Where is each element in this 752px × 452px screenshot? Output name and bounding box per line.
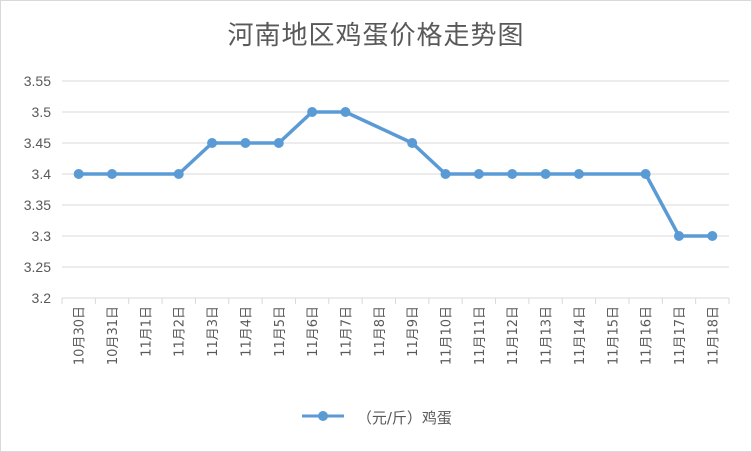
y-tick-label: 3.25 <box>24 259 51 275</box>
x-tick-label: 11月16日 <box>640 306 655 365</box>
x-tick-label: 10月31日 <box>106 306 121 365</box>
y-tick-label: 3.45 <box>24 135 51 151</box>
x-tick-label: 11月1日 <box>139 306 154 357</box>
data-point <box>407 138 418 148</box>
x-tick-label: 11月11日 <box>473 306 488 365</box>
data-point <box>507 169 518 179</box>
x-tick-label: 11月10日 <box>440 306 455 365</box>
y-tick-label: 3.55 <box>24 73 51 89</box>
y-tick-label: 3.3 <box>32 228 52 244</box>
x-tick-label: 11月2日 <box>173 306 188 357</box>
data-point <box>307 107 318 117</box>
data-point <box>573 169 584 179</box>
x-tick-label: 11月9日 <box>406 306 421 357</box>
data-point <box>707 231 718 241</box>
x-tick-label: 11月4日 <box>239 306 254 357</box>
data-point <box>540 169 551 179</box>
data-point <box>207 138 218 148</box>
x-tick-label: 11月17日 <box>673 306 688 365</box>
y-tick-label: 3.35 <box>24 197 51 213</box>
x-tick-label: 11月8日 <box>373 306 388 357</box>
data-point <box>240 138 251 148</box>
x-tick-label: 11月3日 <box>206 306 221 357</box>
data-point <box>173 169 184 179</box>
x-tick-label: 11月15日 <box>606 306 621 365</box>
legend-line-marker-icon <box>300 409 346 427</box>
legend: （元/斤）鸡蛋 <box>1 407 751 428</box>
x-tick-label: 11月6日 <box>306 306 321 357</box>
x-tick-label: 11月14日 <box>573 306 588 365</box>
legend-label: （元/斤）鸡蛋 <box>356 409 452 427</box>
data-point <box>73 169 84 179</box>
x-tick-label: 11月18日 <box>706 306 721 365</box>
y-tick-label: 3.5 <box>32 104 52 120</box>
x-tick-label: 10月30日 <box>73 306 88 365</box>
x-tick-label: 11月7日 <box>339 306 354 357</box>
x-tick-label: 11月5日 <box>273 306 288 357</box>
data-point <box>440 169 451 179</box>
chart-title: 河南地区鸡蛋价格走势图 <box>227 21 525 51</box>
data-point <box>273 138 284 148</box>
y-tick-label: 3.2 <box>32 290 52 306</box>
data-point <box>340 107 351 117</box>
x-tick-label: 11月13日 <box>540 306 555 365</box>
data-point <box>107 169 118 179</box>
y-tick-label: 3.4 <box>32 166 52 182</box>
x-tick-label: 11月12日 <box>506 306 521 365</box>
data-point <box>473 169 484 179</box>
data-point <box>640 169 651 179</box>
data-point <box>673 231 684 241</box>
